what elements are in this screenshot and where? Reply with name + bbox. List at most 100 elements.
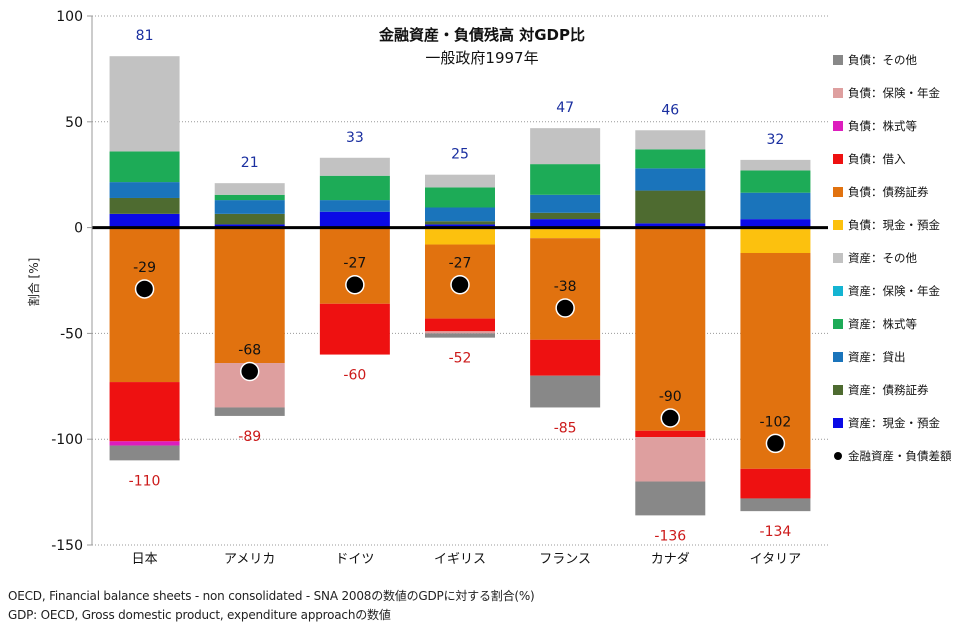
source-note-2: GDP: OECD, Gross domestic product, expen… [8, 608, 391, 622]
data-labels: 81 -110 -29 21 -89 -68 33 -60 -27 25 -52 -27 47 -85 -3… [129, 28, 792, 544]
net-marker [660, 408, 681, 428]
asset-total-label: 46 [661, 102, 679, 118]
asset-total-label: 33 [346, 130, 364, 146]
bar-segment [740, 252, 811, 469]
bar-segment [740, 498, 811, 512]
bar-segment [425, 187, 495, 208]
net-value-label: -68 [238, 342, 261, 358]
bar-segment [425, 174, 495, 188]
legend-swatch [833, 253, 843, 263]
net-value-label: -27 [343, 256, 366, 272]
chart-title: 金融資産・負債残高 対GDP比 [378, 26, 585, 44]
y-tick-label: -150 [51, 538, 83, 554]
bar-segment [109, 441, 180, 446]
legend-label: 資産：貸出 [848, 350, 906, 364]
bar-segment [530, 164, 601, 195]
net-marker [765, 433, 786, 454]
bar-segment [530, 128, 601, 165]
liability-total-label: -110 [129, 473, 161, 489]
x-tick-label: アメリカ [224, 552, 275, 567]
bar-segment [425, 221, 495, 225]
net-value-label: -29 [133, 260, 156, 276]
liability-total-label: -52 [449, 351, 472, 367]
bar-segment [214, 200, 285, 214]
legend-label: 負債：株式等 [848, 119, 917, 133]
legend-label: 資産：その他 [848, 251, 917, 265]
net-marker [555, 298, 575, 318]
net-value-label: -38 [554, 279, 577, 295]
bar-segment [109, 182, 180, 198]
legend-swatch [833, 352, 843, 362]
legend-swatch [833, 187, 843, 197]
legend-swatch [833, 286, 843, 296]
bar-segment [109, 382, 180, 442]
bar-segment [530, 194, 601, 213]
net-value-label: -27 [449, 256, 472, 272]
legend-label: 負債：その他 [848, 53, 917, 67]
legend-label: 資産：保険・年金 [848, 284, 940, 298]
bar-segment [740, 170, 811, 193]
legend-label: 負債：保険・年金 [848, 86, 940, 100]
bar-segment [109, 56, 180, 152]
bar-segment [214, 213, 285, 225]
legend-label: 金融資産・負債差額 [848, 449, 952, 463]
net-marker [239, 361, 260, 382]
legend-swatch [833, 88, 843, 98]
bar-segment [635, 430, 706, 438]
bar-segment [530, 227, 601, 239]
bar-segment [425, 318, 495, 332]
legend-label: 負債：借入 [848, 152, 906, 166]
y-axis: 100 50 0 -50 -100 -150 [51, 9, 93, 554]
bar-segment [740, 468, 811, 499]
x-tick-label: ドイツ [335, 552, 374, 567]
bar-segment [635, 149, 706, 169]
bar-segment [635, 227, 706, 431]
bar-segment [319, 211, 390, 228]
legend-label: 負債：債務証券 [848, 185, 929, 199]
bar-segment [530, 339, 601, 376]
bar-segment [530, 375, 601, 408]
net-markers [134, 274, 786, 454]
bar-segment [740, 192, 811, 220]
legend-swatch [833, 319, 843, 329]
bar-segment [635, 437, 706, 482]
legend-label: 負債：現金・預金 [848, 218, 940, 232]
bar-segment [530, 219, 601, 228]
liability-total-label: -60 [343, 368, 366, 384]
legend-swatch [833, 121, 843, 131]
bar-segment [425, 224, 495, 228]
bar-segment [109, 151, 180, 183]
bar-segment [214, 194, 285, 201]
bar-segment [635, 130, 706, 150]
bar-segment [109, 227, 180, 383]
liability-total-label: -136 [654, 528, 686, 544]
legend-swatch [833, 220, 843, 230]
asset-total-label: 21 [241, 155, 259, 171]
legend-label: 資産：株式等 [848, 317, 917, 331]
bar-segment [425, 227, 495, 245]
y-axis-label: 割合 [%] [26, 258, 41, 307]
bar-segment [109, 197, 180, 214]
y-tick-label: 0 [74, 221, 83, 237]
liability-total-label: -85 [554, 420, 577, 436]
legend-marker [834, 452, 842, 460]
x-tick-label: イギリス [434, 552, 486, 567]
legend-label: 資産：現金・預金 [848, 416, 940, 430]
bar-segment [319, 157, 390, 176]
legend: 負債：その他負債：保険・年金負債：株式等負債：借入負債：債務証券負債：現金・預金… [833, 53, 952, 463]
bar-segment [635, 223, 706, 228]
bar-segment [635, 168, 706, 191]
bars [109, 56, 811, 516]
legend-swatch [833, 154, 843, 164]
bar-segment [214, 224, 285, 228]
bar-segment [530, 212, 601, 220]
asset-total-label: 32 [767, 132, 785, 148]
y-tick-label: 50 [65, 115, 83, 131]
chart-subtitle: 一般政府1997年 [425, 49, 538, 67]
asset-total-label: 25 [451, 147, 469, 163]
bar-segment [425, 207, 495, 222]
bar-segment [740, 219, 811, 228]
bar-segment [425, 333, 495, 338]
bar-segment [635, 190, 706, 224]
bar-segment [214, 183, 285, 195]
